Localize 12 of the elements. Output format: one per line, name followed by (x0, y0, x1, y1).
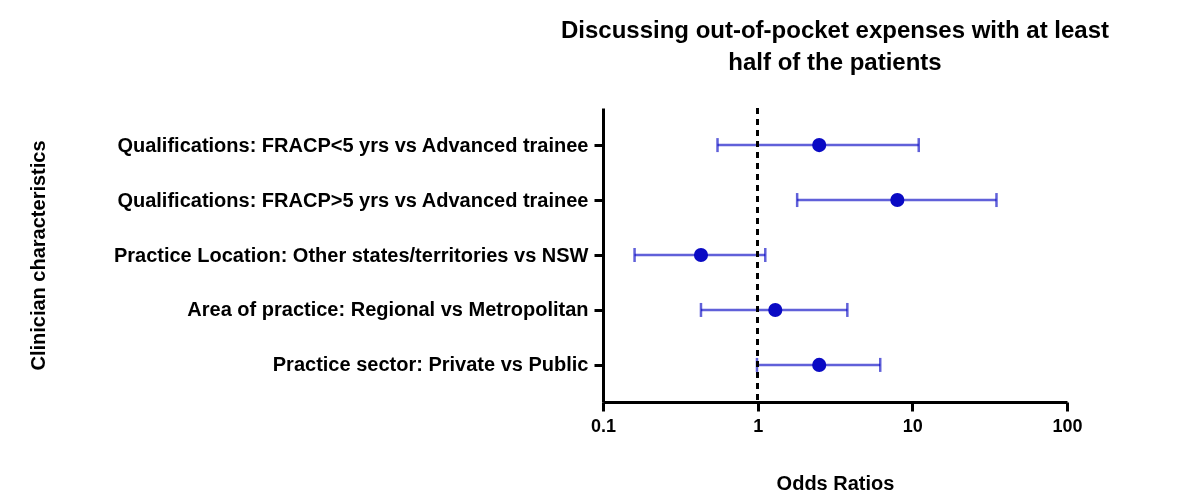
y-tick-label: Area of practice: Regional vs Metropolitan (187, 298, 589, 321)
y-tick-label: Practice sector: Private vs Public (272, 353, 589, 376)
x-tick-label: 100 (1052, 415, 1083, 436)
x-tick-label: 1 (753, 415, 764, 436)
x-axis-title: Odds Ratios (776, 471, 895, 493)
y-tick-label: Qualifications: FRACP>5 yrs vs Advanced trainee (117, 188, 589, 211)
y-tick-label: Practice Location: Other states/territories vs NSW (113, 243, 589, 266)
x-tick-label: 10 (902, 415, 923, 436)
chart-title: Discussing out-of-pocket expenses with at least half of the patients (560, 15, 1110, 75)
y-axis-title: Clinician characteristics (26, 140, 49, 371)
y-tick-label: Qualifications: FRACP<5 yrs vs Advanced trainee (117, 133, 589, 156)
x-tick-label: 0.1 (590, 415, 617, 436)
